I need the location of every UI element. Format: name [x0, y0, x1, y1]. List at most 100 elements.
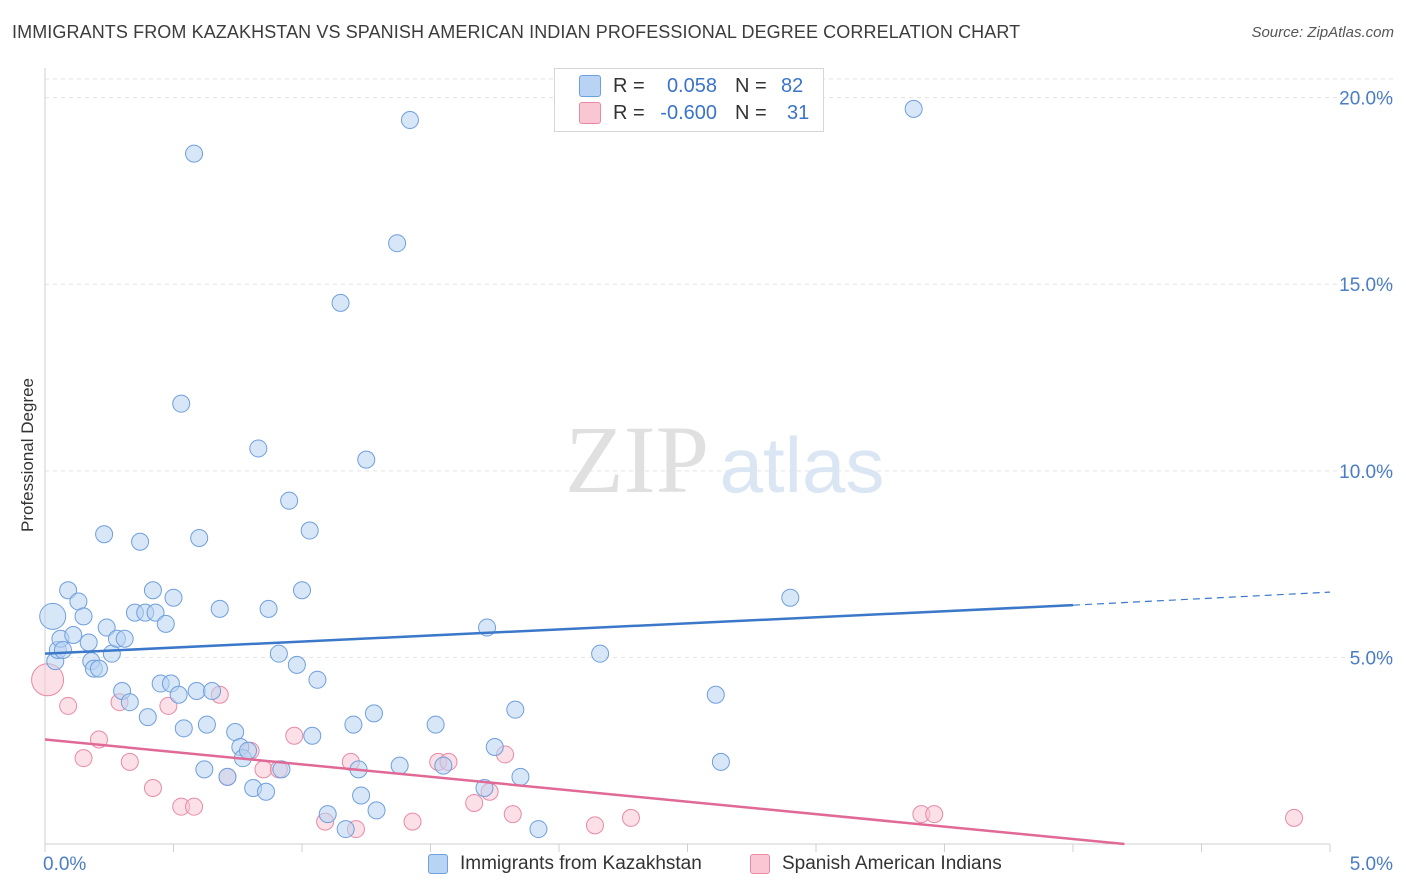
kazakhstan-point: [115, 629, 134, 648]
spanish-american-indian-point: [159, 696, 178, 715]
legend-swatch-pink: [579, 102, 601, 124]
y-tick-label: 20.0%: [1339, 89, 1393, 110]
legend-r-label: R =: [613, 101, 645, 124]
kazakhstan-point: [187, 682, 206, 700]
spanish-american-indian-point: [585, 816, 604, 835]
kazakhstan-point: [102, 644, 121, 663]
kazakhstan-point: [280, 491, 299, 510]
kazakhstan-point: [156, 614, 175, 633]
legend-n-label: N =: [735, 101, 767, 124]
legend-swatch-blue: [579, 75, 601, 97]
kazakhstan-point: [904, 99, 923, 118]
legend-n-label: N =: [735, 74, 767, 97]
kazakhstan-point: [300, 521, 319, 540]
kazakhstan-point: [529, 820, 548, 839]
bottom-legend-spanish-american-indians: Spanish American Indians: [750, 851, 1002, 877]
watermark-zip: ZIP: [565, 406, 709, 513]
kazakhstan-point: [79, 633, 98, 652]
tick-labels: 5.0% 10.0% 15.0% 20.0% 0.0% 5.0%: [43, 89, 1393, 875]
legend-n-value: 31: [787, 101, 810, 124]
kazakhstan-point: [164, 588, 183, 607]
kazakhstan-point: [257, 782, 276, 801]
kazakhstan-point: [308, 670, 327, 689]
kazakhstan-point: [390, 756, 409, 775]
kazakhstan-point: [95, 525, 114, 544]
kazakhstan-point: [475, 779, 494, 798]
kazakhstan-point: [190, 529, 209, 547]
legend-row-spanish-american-indians: R = -0.600 N = 31: [579, 101, 809, 125]
spanish-american-indian-point: [1285, 808, 1304, 827]
y-tick-label: 15.0%: [1339, 275, 1393, 296]
bottom-legend-swatch-pink: [750, 854, 770, 874]
x-tick-label: 0.0%: [43, 854, 86, 875]
kazakhstan-point: [172, 394, 191, 413]
kazakhstan-point: [74, 607, 93, 626]
legend-r-value: -0.600: [660, 101, 717, 124]
kazakhstan-point: [388, 234, 407, 253]
kazakhstan-point: [197, 715, 216, 734]
kazakhstan-point: [195, 760, 214, 779]
kazakhstan-point: [131, 532, 150, 551]
source-label: Source: ZipAtlas.com: [1251, 24, 1394, 41]
kazakhstan-point: [511, 767, 530, 786]
kazakhstan-point: [259, 599, 278, 618]
spanish-american-indian-point: [285, 726, 304, 745]
kazakhstan-point: [174, 719, 193, 738]
kazakhstan-point: [203, 682, 222, 700]
spanish-american-indian-point: [143, 779, 162, 798]
kazakhstan-point: [64, 626, 83, 645]
kazakhstan-point: [272, 760, 291, 779]
legend-row-kazakhstan: R = 0.058 N = 82: [579, 74, 803, 98]
kazakhstan-point: [39, 602, 67, 630]
spanish-american-indian-point: [254, 760, 273, 779]
kazakhstan-point: [138, 708, 157, 727]
kazakhstan-point: [143, 581, 162, 600]
kazakhstan-point: [331, 293, 350, 312]
kazakhstan-point: [781, 588, 800, 607]
kazakhstan-point: [287, 655, 306, 674]
kazakhstan-point: [711, 752, 730, 771]
legend-r-value: 0.058: [666, 74, 717, 97]
spanish-american-indian-point: [925, 805, 944, 824]
kazakhstan-point: [364, 704, 383, 723]
trend-lines: [44, 591, 1331, 846]
kazakhstan-point: [318, 805, 337, 824]
kazakhstan-point: [97, 618, 116, 637]
bottom-legend-label-spanish-american-indians: Spanish American Indians: [782, 853, 1002, 874]
watermark-atlas: atlas: [720, 421, 885, 509]
kazakhstan-point: [146, 603, 165, 622]
kazakhstan-point: [426, 715, 445, 734]
spanish-american-indian-point: [74, 749, 93, 768]
kazakhstan-point: [706, 685, 725, 704]
kazakhstan-trend-line: [44, 603, 1074, 655]
spanish-american-indian-point: [403, 812, 422, 831]
gridlines: [45, 78, 1393, 658]
bottom-legend-kazakhstan: Immigrants from Kazakhstan: [428, 851, 702, 877]
kazakhstan-point: [169, 685, 188, 704]
spanish-american-indian-point: [465, 793, 484, 812]
kazakhstan-point: [249, 439, 268, 458]
kazakhstan-point: [210, 599, 229, 618]
legend-r-label: R =: [613, 74, 645, 97]
spanish-american-indian-point: [621, 808, 640, 827]
chart-title: IMMIGRANTS FROM KAZAKHSTAN VS SPANISH AM…: [12, 22, 1021, 42]
kazakhstan-point: [69, 592, 88, 611]
spanish-american-indian-point: [120, 752, 139, 771]
kazakhstan-point: [400, 111, 419, 130]
series-spanish-american-indians: [31, 663, 1304, 839]
kazakhstan-point: [506, 700, 525, 719]
kazakhstan-point: [336, 820, 355, 839]
kazakhstan-trend-extension: [1072, 591, 1331, 606]
bottom-legend-swatch-blue: [428, 854, 448, 874]
kazakhstan-point: [269, 644, 288, 663]
bottom-legend-label-kazakhstan: Immigrants from Kazakhstan: [460, 853, 702, 874]
kazakhstan-point: [344, 715, 363, 734]
kazakhstan-point: [218, 767, 237, 786]
kazakhstan-point: [352, 786, 371, 805]
kazakhstan-point: [53, 640, 72, 659]
kazakhstan-point: [367, 801, 386, 820]
correlation-legend: R = 0.058 N = 82 R = -0.600 N = 31: [554, 68, 824, 132]
y-tick-label: 5.0%: [1350, 648, 1393, 669]
kazakhstan-point: [293, 581, 311, 600]
